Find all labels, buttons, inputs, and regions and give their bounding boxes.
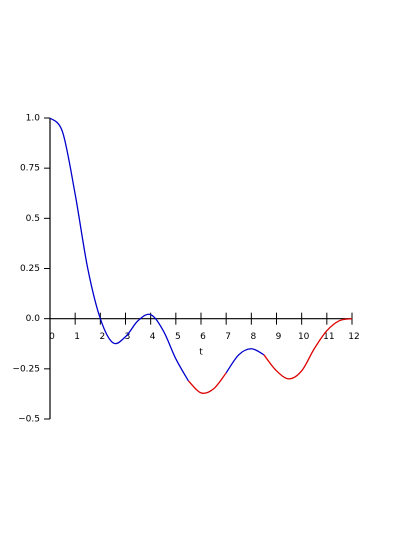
x-tick-label: 3 — [125, 332, 131, 342]
x-tick-label: 9 — [276, 332, 282, 342]
x-axis-label: t — [199, 348, 203, 358]
y-tick-label: 0.75 — [20, 164, 40, 174]
curve — [49, 117, 265, 382]
x-tick-label: 2 — [99, 332, 105, 342]
x-tick-label: 1 — [74, 332, 80, 342]
x-tick-label: 7 — [225, 332, 231, 342]
x-tick-label: 12 — [348, 332, 359, 342]
x-tick-label: 11 — [323, 332, 334, 342]
x-tick-label: 0 — [49, 332, 55, 342]
curve — [187, 318, 353, 394]
x-tick-label: 4 — [150, 332, 156, 342]
y-tick-label: −0.25 — [12, 364, 40, 374]
x-tick-label: 8 — [250, 332, 256, 342]
y-tick-label: 1.0 — [26, 114, 41, 124]
x-tick-label: 10 — [298, 332, 310, 342]
x-tick-label: 6 — [200, 332, 206, 342]
x-tick-label: 5 — [175, 332, 181, 342]
y-tick-label: −0.5 — [18, 415, 40, 425]
y-tick-label: 0.25 — [20, 264, 40, 274]
y-tick-label: 0.0 — [26, 314, 41, 324]
y-tick-label: 0.5 — [26, 214, 40, 224]
